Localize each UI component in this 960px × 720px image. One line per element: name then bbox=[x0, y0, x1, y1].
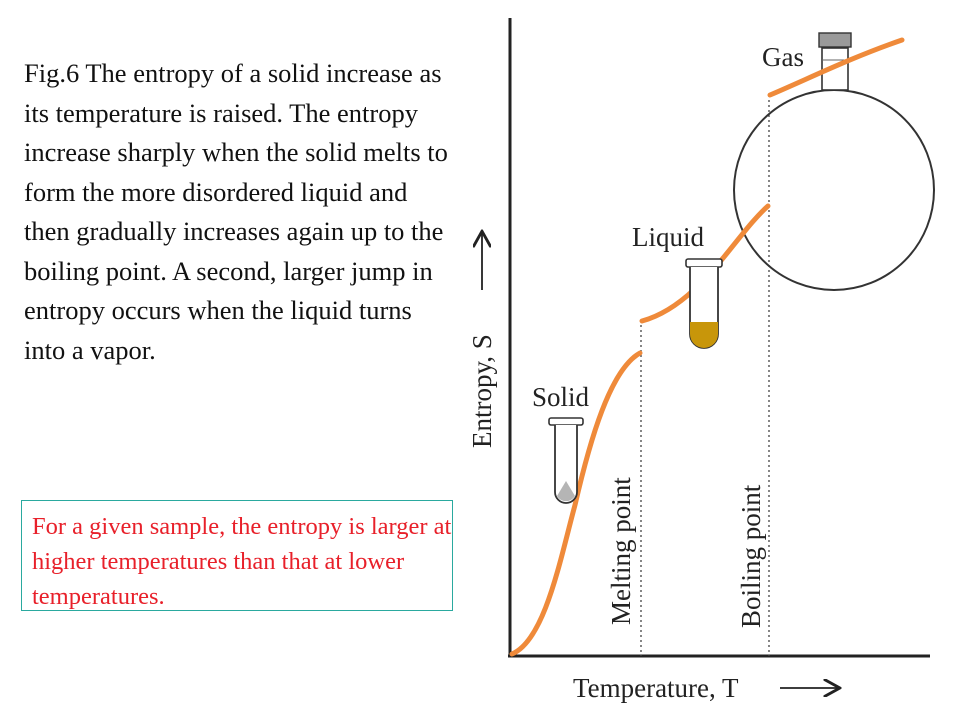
melting-point-label: Melting point bbox=[606, 477, 636, 625]
liquid-tube-icon bbox=[685, 258, 723, 349]
solid-tube-icon bbox=[548, 417, 584, 504]
highlight-note: For a given sample, the entropy is large… bbox=[21, 500, 453, 611]
gas-curve bbox=[767, 37, 905, 98]
solid-curve bbox=[509, 350, 643, 657]
figure-caption: Fig.6 The entropy of a solid increase as… bbox=[24, 58, 448, 365]
phase-label-solid: Solid bbox=[532, 382, 590, 412]
x-axis-label: Temperature, T bbox=[573, 673, 739, 703]
phase-label-gas: Gas bbox=[762, 42, 804, 72]
phase-label-liquid: Liquid bbox=[632, 222, 704, 252]
y-axis-label: Entropy, S bbox=[467, 334, 497, 448]
boiling-point-label: Boiling point bbox=[736, 484, 766, 628]
